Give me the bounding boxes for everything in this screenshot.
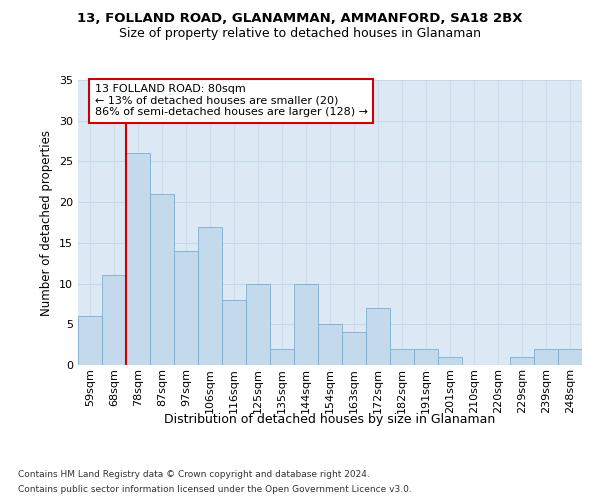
Text: Contains HM Land Registry data © Crown copyright and database right 2024.: Contains HM Land Registry data © Crown c…: [18, 470, 370, 479]
Bar: [558, 348, 582, 365]
Y-axis label: Number of detached properties: Number of detached properties: [40, 130, 53, 316]
Bar: [414, 348, 438, 365]
Bar: [126, 154, 150, 365]
Text: Contains public sector information licensed under the Open Government Licence v3: Contains public sector information licen…: [18, 485, 412, 494]
Text: 13 FOLLAND ROAD: 80sqm
← 13% of detached houses are smaller (20)
86% of semi-det: 13 FOLLAND ROAD: 80sqm ← 13% of detached…: [95, 84, 368, 117]
Bar: [102, 276, 126, 365]
Bar: [294, 284, 318, 365]
Text: 13, FOLLAND ROAD, GLANAMMAN, AMMANFORD, SA18 2BX: 13, FOLLAND ROAD, GLANAMMAN, AMMANFORD, …: [77, 12, 523, 26]
Bar: [174, 251, 198, 365]
Bar: [222, 300, 246, 365]
Bar: [318, 324, 342, 365]
Bar: [366, 308, 390, 365]
Bar: [78, 316, 102, 365]
Bar: [342, 332, 366, 365]
Bar: [510, 357, 534, 365]
Bar: [534, 348, 558, 365]
Bar: [150, 194, 174, 365]
Text: Size of property relative to detached houses in Glanaman: Size of property relative to detached ho…: [119, 28, 481, 40]
Text: Distribution of detached houses by size in Glanaman: Distribution of detached houses by size …: [164, 412, 496, 426]
Bar: [390, 348, 414, 365]
Bar: [198, 226, 222, 365]
Bar: [270, 348, 294, 365]
Bar: [438, 357, 462, 365]
Bar: [246, 284, 270, 365]
